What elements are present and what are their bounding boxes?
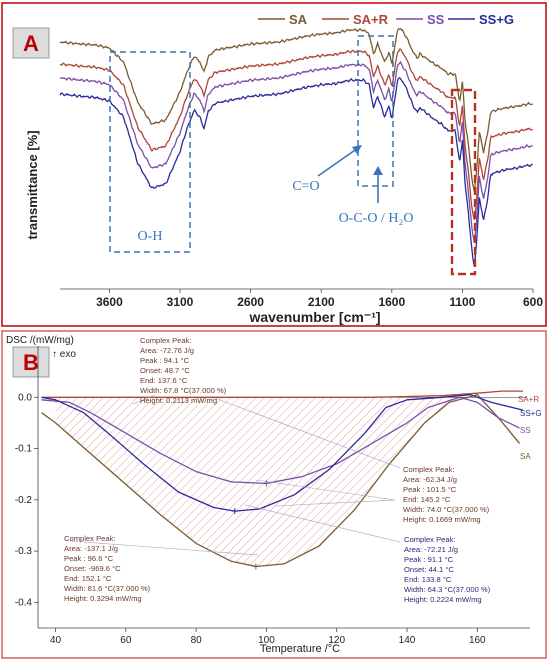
panel-a-label: A [23, 31, 39, 56]
x-tick-label: 600 [523, 295, 543, 309]
x-tick-label: 160 [469, 635, 486, 646]
x-tick-label: 40 [50, 635, 62, 646]
dsc-label-ss: SS [520, 426, 531, 435]
fingerprint-region-box [450, 88, 477, 276]
peak-box-line: Complex Peak: [140, 336, 192, 345]
peak-box-line: Width: 81.6 °C(37.000 %) [64, 584, 151, 593]
panel-a-legend: SA SA+R SS SS+G [258, 12, 514, 27]
peak-box-line: End: 145.2 °C [403, 495, 451, 504]
x-tick-label: 3100 [167, 295, 194, 309]
peak-box-line: End: 133.8 °C [404, 575, 452, 584]
panel-a-border [1, 2, 547, 327]
y-tick-label: -0.2 [15, 495, 33, 506]
peak-box-line: Area: -137.1 J/g [64, 544, 118, 553]
x-tick-label: 1600 [378, 295, 405, 309]
panel-b-xlabel: Temperature /°C [260, 643, 340, 655]
peak-box-line: Onset: 48.7 °C [140, 366, 190, 375]
peak-box-line: Area: -72.21 J/g [404, 545, 458, 554]
peak-box-line: Width: 74.0 °C(37.000 %) [403, 505, 490, 514]
peak-box-line: Width: 64.3 °C(37.000 %) [404, 585, 491, 594]
peak-box-ssg-right: Complex Peak: Area: -62.34 J/g Peak : 10… [403, 465, 490, 524]
x-tick-label: 1100 [449, 295, 475, 309]
panel-b-x-ticks: 40 60 80 100 120 140 160 [50, 628, 486, 646]
peak-box-line: Peak : 94.1 °C [140, 356, 190, 365]
peak-leader-lines [69, 394, 401, 556]
legend-label-ssg: SS+G [479, 12, 514, 27]
x-tick-label: 3600 [96, 295, 123, 309]
y-tick-label: -0.4 [15, 597, 33, 608]
peak-box-line: Area: -72.76 J/g [140, 346, 194, 355]
x-tick-label: 100 [258, 635, 275, 646]
x-tick-label: 60 [120, 635, 132, 646]
oco-arrow [373, 166, 383, 203]
peak-box-sa: Complex Peak: Area: -137.1 J/g Peak : 96… [64, 534, 151, 603]
oh-annotation: O-H [138, 229, 163, 244]
ftir-series-sa [59, 27, 534, 192]
peak-box-line: Height: 0.2113 mW/mg [140, 396, 217, 405]
peak-box-line: Height: 0.3294 mW/mg [64, 594, 142, 603]
x-tick-label: 120 [328, 635, 345, 646]
panel-a-ftir: A SA SA+R SS SS+G transmittance [%] 3600… [1, 2, 547, 327]
peak-box-line: Area: -62.34 J/g [403, 475, 457, 484]
peak-box-line: Peak : 101.5 °C [403, 485, 457, 494]
legend-label-ss: SS [427, 12, 445, 27]
x-tick-label: 2600 [237, 295, 264, 309]
peak-box-line: Width: 67.8 °C(37.000 %) [140, 386, 227, 395]
peak-box-line: Complex Peak: [64, 534, 116, 543]
y-tick-label: 0.0 [18, 392, 32, 403]
dsc-series-sspg [41, 394, 524, 512]
carbonyl-region-box [357, 35, 394, 187]
panel-a-label-box [12, 27, 50, 59]
x-tick-label: 80 [191, 635, 203, 646]
panel-b-series [41, 390, 524, 570]
x-tick-label: 140 [399, 635, 416, 646]
carbonyl-annotation: C=O [292, 179, 319, 194]
y-tick-label: -0.1 [15, 444, 33, 455]
peak-box-line: Onset: 44.1 °C [404, 565, 454, 574]
peak-box-ss: Complex Peak: Area: -72.76 J/g Peak : 94… [140, 336, 227, 405]
x-tick-label: 2100 [308, 295, 335, 309]
ftir-series-sapr [59, 48, 534, 221]
dsc-label-sar: SA+R [518, 395, 539, 404]
sa-peak-area-hatch [55, 397, 450, 567]
dsc-series-sa [41, 394, 521, 568]
dsc-label-sa: SA [520, 452, 531, 461]
oh-region-box [109, 51, 191, 253]
panel-a-x-ticks: 3600 3100 2600 2100 1600 1100 600 [96, 289, 543, 309]
panel-b-label-box [12, 346, 50, 378]
y-tick-label: -0.3 [15, 546, 33, 557]
dsc-series-ss [41, 396, 520, 485]
panel-b-ylabel: DSC /(mW/mg) [6, 335, 74, 346]
panel-b-y-ticks: 0.0 -0.1 -0.2 -0.3 -0.4 [15, 392, 38, 608]
peak-box-line: Height: 0.2224 mW/mg [404, 595, 482, 604]
ftir-series-sspg [59, 76, 533, 267]
oco-annotation: O-C-O / H₂O [339, 211, 414, 226]
dsc-label-ssg: SS+G [520, 409, 542, 418]
peak-box-line: End: 137.6 °C [140, 376, 188, 385]
peak-box-line: Complex Peak: [403, 465, 455, 474]
peak-box-line: Peak : 91.1 °C [404, 555, 454, 564]
exo-indicator: ↑ exo [52, 349, 76, 360]
peak-box-line: Onset: -969.6 °C [64, 564, 121, 573]
ftir-series-ss [59, 60, 533, 243]
dsc-series-sapr [41, 390, 523, 398]
peak-box-line: Complex Peak: [404, 535, 456, 544]
legend-label-sa: SA [289, 12, 308, 27]
carbonyl-arrow [317, 145, 362, 177]
peak-box-ssg-bottom: Complex Peak: Area: -72.21 J/g Peak : 91… [404, 535, 491, 604]
panel-a-xlabel: wavenumber [cm⁻¹] [248, 309, 380, 325]
panel-b-dsc: B DSC /(mW/mg) ↑ exo 0.0 -0.1 -0.2 -0.3 -0.4… [1, 330, 547, 659]
panel-a-series [59, 27, 534, 267]
panel-b-label: B [23, 350, 39, 375]
peak-box-line: Peak : 96.6 °C [64, 554, 114, 563]
peak-box-line: Height: 0.1669 mW/mg [403, 515, 481, 524]
panel-a-ylabel: transmittance [%] [25, 130, 40, 239]
peak-box-line: End: 152.1 °C [64, 574, 112, 583]
legend-label-sar: SA+R [353, 12, 389, 27]
